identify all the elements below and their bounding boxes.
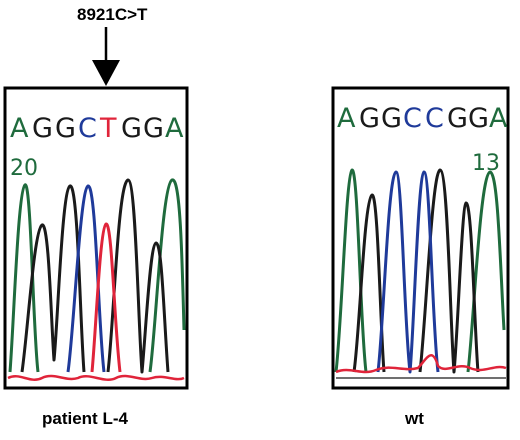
wt-base-4: C [403,103,422,134]
patient-base-3: G [55,113,76,144]
patient-caption: patient L-4 [42,409,128,428]
patient-base-8: A [165,113,184,144]
wt-caption: wt [404,409,424,428]
patient-baseline [7,374,185,381]
wt-base-6: G [447,103,468,134]
wt-base-3: G [381,103,402,134]
patient-chromatogram-panel: A G G C T G G A 20 [3,86,189,390]
patient-position-label: 20 [10,156,38,181]
patient-trace-green [8,178,186,373]
patient-base-1: A [10,113,29,144]
wt-chromatogram-panel: A G G C C G G A 13 [331,86,510,390]
patient-base-calls: A G G C T G G A [10,113,184,144]
wt-base-5: C [425,103,444,134]
patient-base-7: G [143,113,164,144]
wt-baseline [335,354,507,374]
patient-trace-blue [66,184,106,373]
wt-trace-blue [376,170,440,374]
patient-base-2: G [32,113,53,144]
wt-position-label: 13 [472,151,500,176]
patient-base-4: C [78,113,97,144]
wt-base-8: A [489,103,508,134]
patient-base-5: T [99,113,117,144]
wt-trace-black [352,168,480,374]
mutation-label: 8921C>T [77,5,148,24]
wt-base-2: G [359,103,380,134]
wt-traces [334,168,507,379]
wt-base-7: G [468,103,489,134]
patient-traces [7,178,186,381]
wt-base-1: A [337,103,356,134]
mutation-arrow [92,27,120,86]
patient-trace-black [20,178,170,374]
wt-base-calls: A G G C C G G A [337,103,508,134]
patient-base-6: G [121,113,142,144]
patient-trace-red [90,222,122,373]
